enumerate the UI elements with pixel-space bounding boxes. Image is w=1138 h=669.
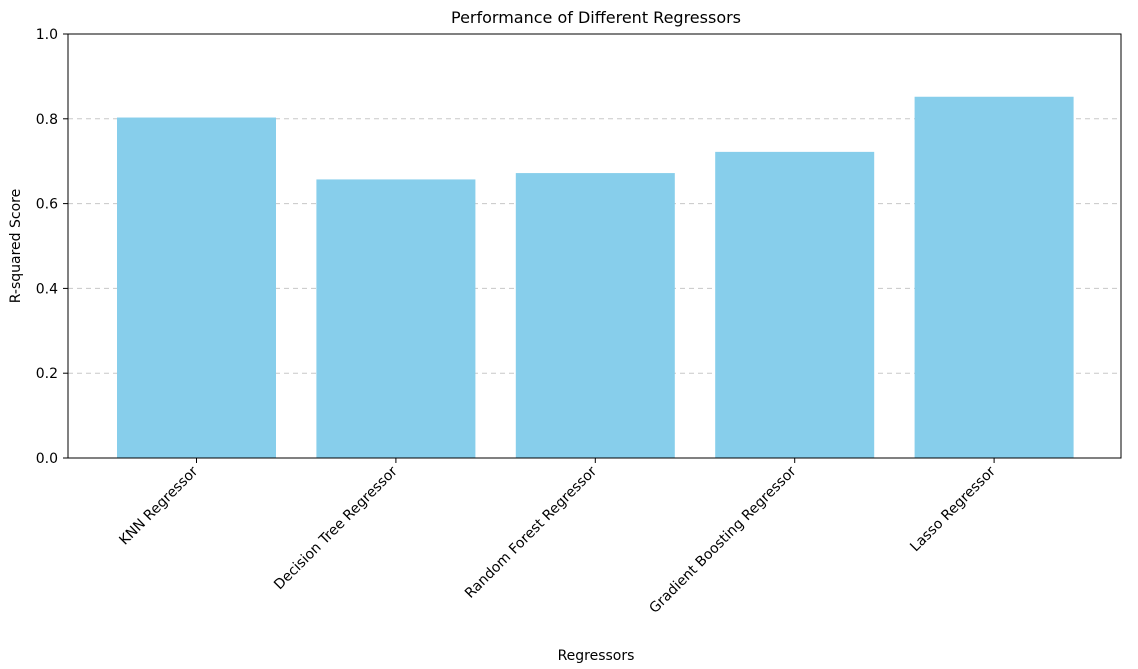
y-tick-label: 0.4 (36, 281, 58, 297)
y-tick-label: 0.0 (36, 451, 58, 467)
y-tick-label: 0.8 (36, 112, 58, 128)
x-tick-label: Gradient Boosting Regressor (646, 463, 799, 616)
y-tick-label: 1.0 (36, 27, 58, 43)
y-axis-ticks: 0.0 0.2 0.4 0.6 0.8 1.0 (36, 27, 68, 467)
chart-title: Performance of Different Regressors (451, 8, 741, 27)
bar (316, 179, 476, 458)
x-tick-label: Decision Tree Regressor (271, 463, 401, 593)
bar (515, 173, 675, 458)
bars (117, 96, 1074, 458)
x-axis-ticks: KNN Regressor Decision Tree Regressor Rand… (116, 458, 999, 617)
bar (715, 151, 875, 458)
x-tick-label: KNN Regressor (116, 463, 201, 548)
bar (117, 117, 276, 458)
y-tick-label: 0.2 (36, 366, 58, 382)
plot-frame (67, 33, 1122, 459)
y-axis-label: R-squared Score (8, 189, 24, 303)
x-tick-label: Random Forest Regressor (462, 463, 600, 601)
bar (914, 96, 1074, 458)
x-tick-label: Lasso Regressor (907, 463, 999, 555)
y-tick-label: 0.6 (36, 197, 58, 213)
x-axis-label: Regressors (558, 648, 635, 664)
